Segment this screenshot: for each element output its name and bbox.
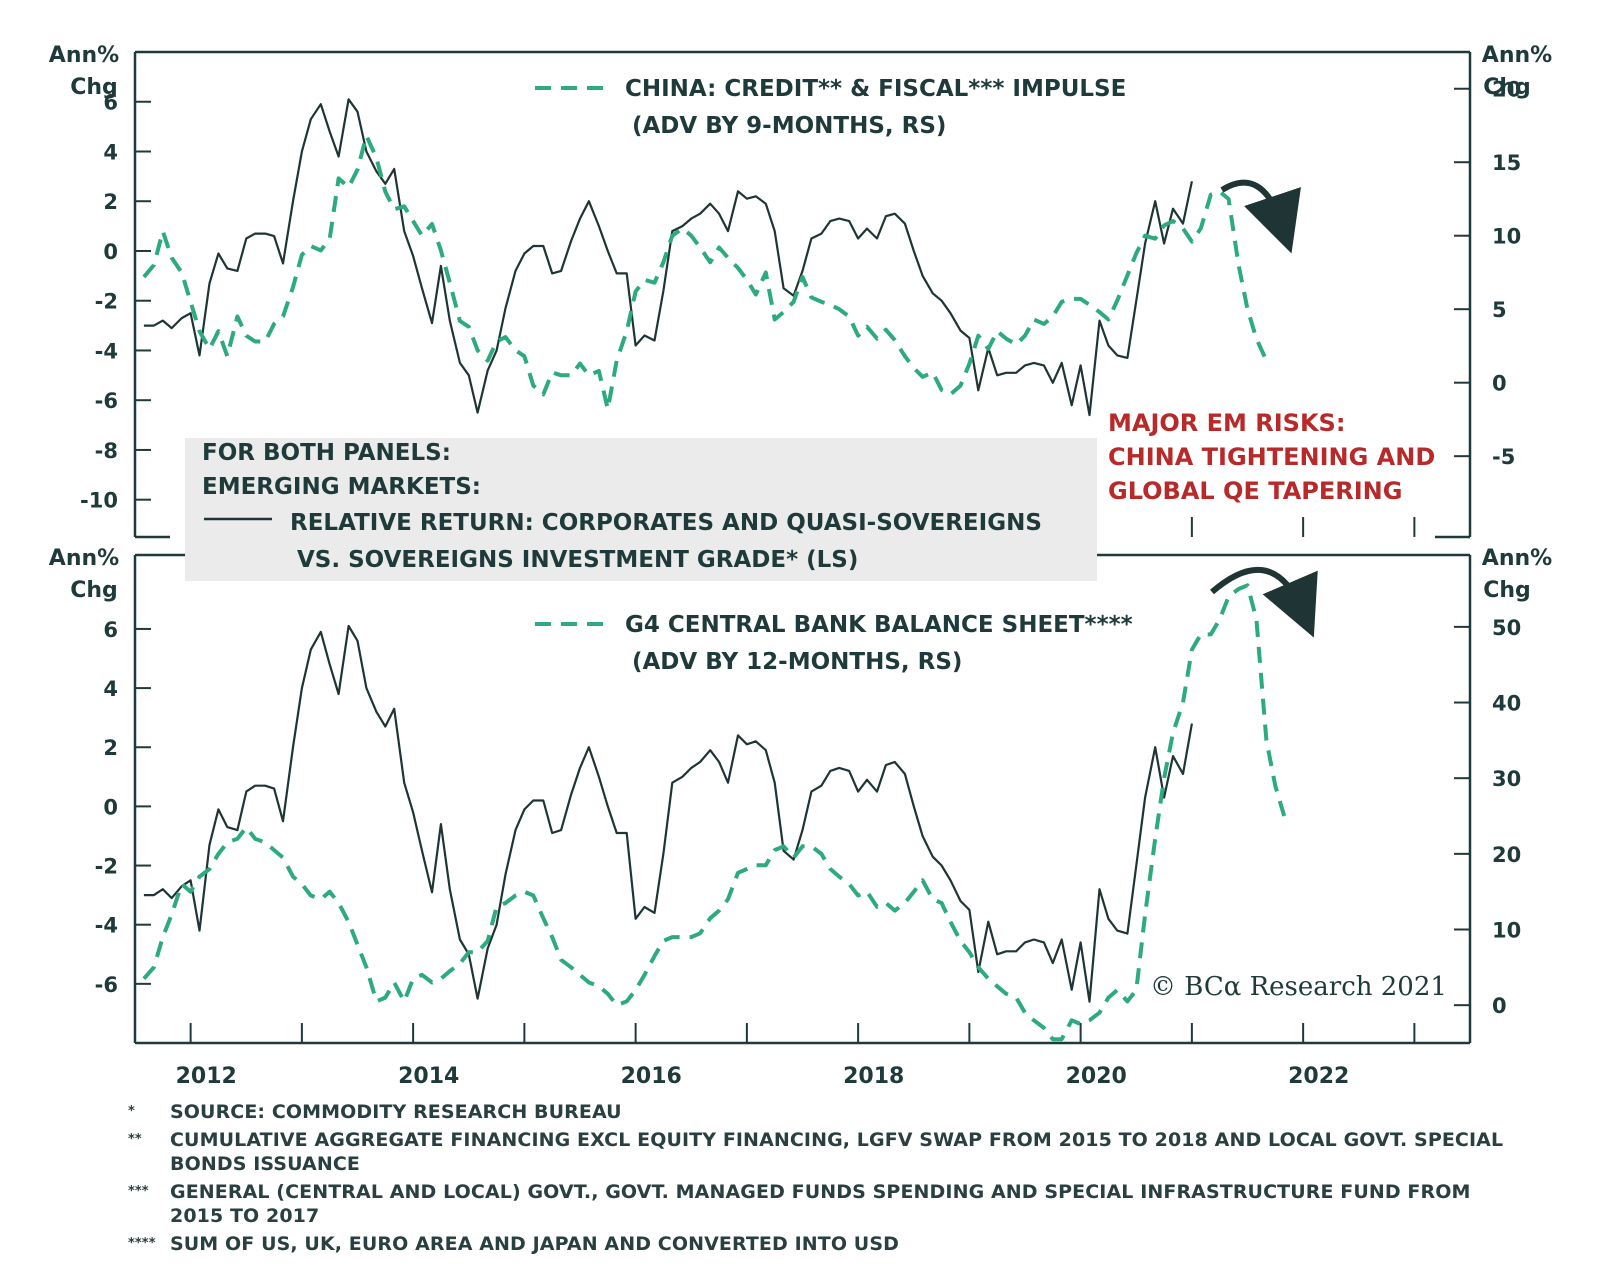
left-tick-label: -8 [95,439,118,463]
both-panels-legend-box: FOR BOTH PANELS: EMERGING MARKETS: RELAT… [185,438,1097,581]
right-tick-label: 5 [1492,298,1507,322]
left-tick-label: -2 [95,855,118,879]
right-tick-label: 20 [1492,78,1521,102]
left-tick-label: 6 [103,618,118,642]
top-panel-down-arrow [1220,179,1301,254]
copyright-label: © BCα Research 2021 [1150,972,1447,1002]
left-tick-label: 4 [103,140,118,164]
left-tick-label: -6 [95,973,118,997]
left-unit-label: Ann% [49,546,119,571]
right-tick-label: 10 [1492,919,1521,943]
footnotes: * SOURCE: COMMODITY RESEARCH BUREAU ** C… [128,1100,1528,1260]
x-tick-label: 2020 [1066,1064,1127,1089]
left-tick-label: -4 [95,914,118,938]
right-tick-label: 50 [1492,616,1521,640]
legend-box-line2: EMERGING MARKETS: [202,474,481,500]
right-tick-label: 20 [1492,843,1521,867]
risk-note-line2: CHINA TIGHTENING AND [1108,443,1435,471]
dashed-series-legend-sublabel: (ADV BY 12-MONTHS, RS) [632,649,962,675]
left-tick-label: 6 [103,91,118,115]
left-unit-label: Chg [70,75,118,100]
dashed-series-legend-label: G4 CENTRAL BANK BALANCE SHEET**** [625,612,1133,638]
right-unit-label: Ann% [1482,43,1552,68]
left-tick-label: -4 [95,339,118,363]
left-tick-label: 2 [103,190,118,214]
footnote-text: SOURCE: COMMODITY RESEARCH BUREAU [170,1101,622,1123]
x-axis-years: 2012 2014 2016 2018 2020 2022 [176,1064,1350,1089]
right-tick-label: -5 [1492,445,1515,469]
footnote-mark: ** [128,1132,142,1147]
footnote-text: CUMULATIVE AGGREGATE FINANCING EXCL EQUI… [170,1129,1504,1175]
x-tick-label: 2012 [176,1064,237,1089]
dashed-series-legend-label: CHINA: CREDIT** & FISCAL*** IMPULSE [625,76,1126,102]
left-unit-label: Chg [70,578,118,603]
footnote-mark: * [128,1104,135,1119]
left-unit-label: Ann% [49,43,119,68]
risk-note-line1: MAJOR EM RISKS: [1108,409,1345,437]
black-solid-series-line [143,98,1193,417]
footnote-item: ** CUMULATIVE AGGREGATE FINANCING EXCL E… [128,1128,1528,1176]
dashed-series-legend-sublabel: (ADV BY 9-MONTHS, RS) [632,113,946,139]
legend-box-line3: RELATIVE RETURN: CORPORATES AND QUASI-SO… [290,510,1042,536]
left-tick-label: -6 [95,389,118,413]
right-tick-label: 15 [1492,151,1521,175]
footnote-mark: *** [128,1184,149,1199]
legend-box-line1: FOR BOTH PANELS: [202,440,451,466]
footnote-mark: **** [128,1236,156,1251]
right-tick-label: 0 [1492,372,1507,396]
right-unit-label: Chg [1483,75,1531,100]
x-tick-label: 2014 [398,1064,459,1089]
risk-annotation: MAJOR EM RISKS: CHINA TIGHTENING AND GLO… [1108,409,1435,505]
right-tick-label: 30 [1492,767,1521,791]
footnote-item: * SOURCE: COMMODITY RESEARCH BUREAU [128,1100,1528,1124]
bottom-panel-down-arrow [1210,566,1318,638]
black-solid-series-line [143,624,1193,1003]
right-unit-label: Chg [1483,578,1531,603]
right-tick-label: 10 [1492,225,1521,249]
legend-box-line4: VS. SOVEREIGNS INVESTMENT GRADE* (LS) [297,547,858,573]
left-tick-label: -10 [80,489,118,513]
left-tick-label: 0 [103,240,118,264]
right-tick-label: 40 [1492,692,1521,716]
green-dashed-series-line [142,133,1269,412]
left-tick-label: 2 [103,736,118,760]
risk-note-line3: GLOBAL QE TAPERING [1108,477,1402,505]
x-tick-label: 2022 [1288,1064,1349,1089]
legend-box-background [185,438,1097,581]
footnote-text: SUM OF US, UK, EURO AREA AND JAPAN AND C… [170,1233,899,1255]
left-tick-label: 4 [103,677,118,701]
x-tick-label: 2016 [621,1064,682,1089]
footnote-item: **** SUM OF US, UK, EURO AREA AND JAPAN … [128,1232,1528,1256]
left-tick-label: 0 [103,795,118,819]
right-tick-label: 0 [1492,994,1507,1018]
left-tick-label: -2 [95,290,118,314]
green-dashed-series-line [142,583,1287,1042]
right-unit-label: Ann% [1482,546,1552,571]
top-panel: Ann%ChgAnn%Chg6420-2-4-6-8-1020151050-5C… [49,43,1552,539]
footnote-item: *** GENERAL (CENTRAL AND LOCAL) GOVT., G… [128,1180,1528,1228]
footnote-text: GENERAL (CENTRAL AND LOCAL) GOVT., GOVT.… [170,1181,1471,1227]
x-tick-label: 2018 [843,1064,904,1089]
